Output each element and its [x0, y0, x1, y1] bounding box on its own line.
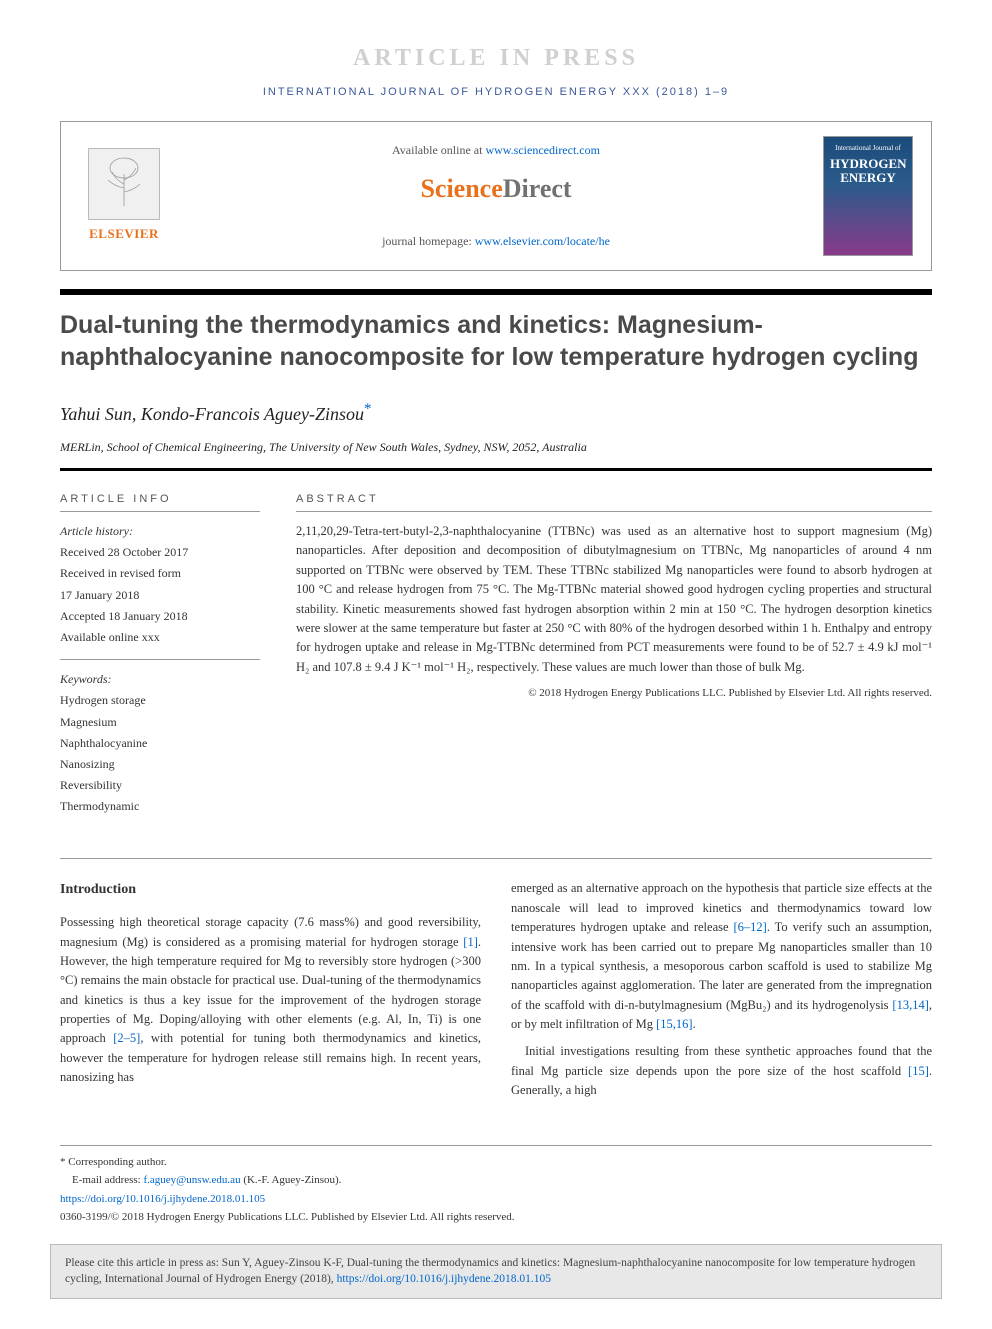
reference-link[interactable]: [2–5] — [113, 1031, 140, 1045]
rule — [296, 511, 932, 512]
text-run: Initial investigations resulting from th… — [511, 1044, 932, 1077]
cover-title: HYDROGEN ENERGY — [830, 157, 906, 186]
sd-direct: Direct — [503, 174, 572, 203]
body-column-right: emerged as an alternative approach on th… — [511, 879, 932, 1108]
rule — [60, 511, 260, 512]
keyword: Naphthalocyanine — [60, 734, 260, 753]
article-title: Dual-tuning the thermodynamics and kinet… — [60, 309, 932, 374]
received-date: Received 28 October 2017 — [60, 543, 260, 562]
authors: Yahui Sun, Kondo-Francois Aguey-Zinsou* — [60, 398, 932, 428]
rule — [60, 858, 932, 859]
journal-reference: INTERNATIONAL JOURNAL OF HYDROGEN ENERGY… — [60, 84, 932, 101]
article-info-header: ARTICLE INFO — [60, 491, 260, 508]
available-prefix: Available online at — [392, 143, 485, 157]
accepted-date: Accepted 18 January 2018 — [60, 607, 260, 626]
reference-link[interactable]: [6–12] — [733, 920, 766, 934]
citation-box: Please cite this article in press as: Su… — [50, 1244, 942, 1299]
elsevier-logo: ELSEVIER — [79, 148, 169, 244]
keyword: Magnesium — [60, 713, 260, 732]
issn-copyright-line: 0360-3199/© 2018 Hydrogen Energy Publica… — [60, 1209, 932, 1226]
doi-link[interactable]: https://doi.org/10.1016/j.ijhydene.2018.… — [60, 1193, 265, 1205]
sciencedirect-link[interactable]: www.sciencedirect.com — [485, 143, 600, 157]
footnotes: * Corresponding author. E-mail address: … — [60, 1145, 932, 1226]
email-label: E-mail address: — [72, 1174, 143, 1186]
revised-line2: 17 January 2018 — [60, 586, 260, 605]
article-info-sidebar: ARTICLE INFO Article history: Received 2… — [60, 491, 260, 819]
elsevier-text: ELSEVIER — [79, 224, 169, 244]
online-date: Available online xxx — [60, 628, 260, 647]
separator-bar-thin — [60, 468, 932, 471]
article-in-press-banner: ARTICLE IN PRESS — [60, 40, 932, 76]
abstract-header: ABSTRACT — [296, 491, 932, 508]
email-link[interactable]: f.aguey@unsw.edu.au — [143, 1174, 240, 1186]
available-online-text: Available online at www.sciencedirect.co… — [169, 141, 823, 159]
introduction-heading: Introduction — [60, 879, 481, 901]
abstract-column: ABSTRACT 2,11,20,29-Tetra-tert-butyl-2,3… — [296, 491, 932, 819]
body-two-column: Introduction Possessing high theoretical… — [60, 879, 932, 1108]
cover-subtitle: International Journal of — [830, 143, 906, 154]
text-run: . — [693, 1017, 696, 1031]
elsevier-tree-icon — [88, 148, 160, 220]
abstract-text: 2,11,20,29-Tetra-tert-butyl-2,3-naphthal… — [296, 522, 932, 677]
keyword: Nanosizing — [60, 755, 260, 774]
separator-bar-thick — [60, 289, 932, 295]
abstract-copyright: © 2018 Hydrogen Energy Publications LLC.… — [296, 685, 932, 702]
rule — [60, 659, 260, 660]
reference-link[interactable]: [15,16] — [656, 1017, 692, 1031]
corresponding-author-note: * Corresponding author. — [60, 1154, 932, 1171]
sciencedirect-logo: ScienceDirect — [169, 169, 823, 208]
text-run: Possessing high theoretical storage capa… — [60, 915, 481, 948]
keyword: Reversibility — [60, 776, 260, 795]
keywords-label: Keywords: — [60, 670, 260, 689]
body-paragraph: emerged as an alternative approach on th… — [511, 879, 932, 1034]
body-paragraph: Possessing high theoretical storage capa… — [60, 913, 481, 1087]
text-run: . However, the high temperature required… — [60, 935, 481, 1046]
keyword: Hydrogen storage — [60, 691, 260, 710]
author-names: Yahui Sun, Kondo-Francois Aguey-Zinsou — [60, 404, 364, 424]
reference-link[interactable]: [1] — [463, 935, 478, 949]
homepage-prefix: journal homepage: — [382, 234, 475, 248]
journal-cover-thumbnail: International Journal of HYDROGEN ENERGY — [823, 136, 913, 256]
body-paragraph: Initial investigations resulting from th… — [511, 1042, 932, 1100]
keyword: Thermodynamic — [60, 797, 260, 816]
history-label: Article history: — [60, 522, 260, 541]
email-line: E-mail address: f.aguey@unsw.edu.au (K.-… — [60, 1172, 932, 1189]
corresponding-author-star-icon: * — [364, 401, 372, 417]
journal-homepage-text: journal homepage: www.elsevier.com/locat… — [169, 232, 823, 250]
reference-link[interactable]: [13,14] — [892, 998, 928, 1012]
header-box: ELSEVIER Available online at www.science… — [60, 121, 932, 271]
citation-doi-link[interactable]: https://doi.org/10.1016/j.ijhydene.2018.… — [337, 1273, 551, 1285]
reference-link[interactable]: [15] — [908, 1064, 929, 1078]
sd-science: Science — [420, 174, 502, 203]
journal-homepage-link[interactable]: www.elsevier.com/locate/he — [475, 234, 610, 248]
affiliation: MERLin, School of Chemical Engineering, … — [60, 438, 932, 456]
email-author-name: (K.-F. Aguey-Zinsou). — [241, 1174, 342, 1186]
revised-line1: Received in revised form — [60, 564, 260, 583]
body-column-left: Introduction Possessing high theoretical… — [60, 879, 481, 1108]
